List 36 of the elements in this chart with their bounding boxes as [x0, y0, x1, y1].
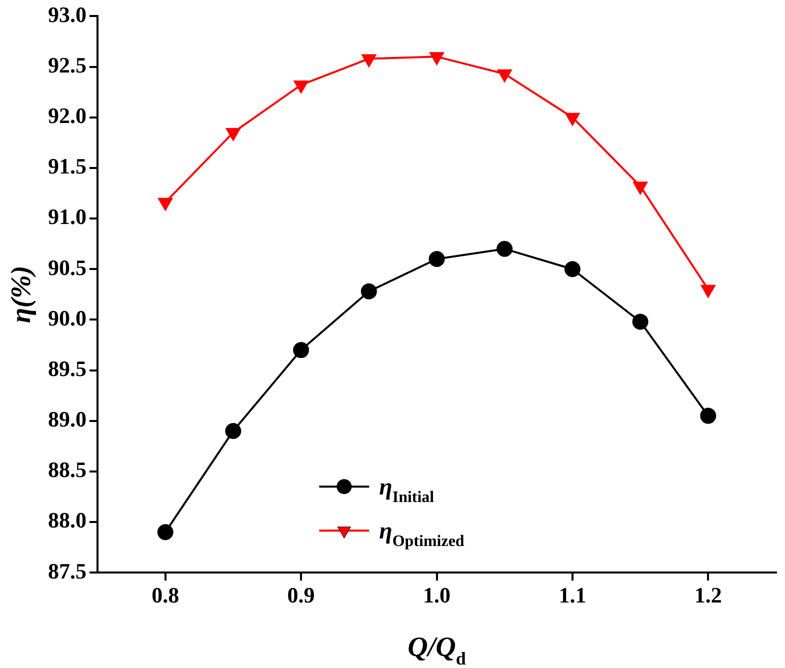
point [700, 408, 716, 424]
point [158, 198, 172, 210]
y-tick-label: 90.5 [48, 254, 86, 280]
point [701, 284, 716, 298]
x-tick-label: 1.2 [694, 582, 722, 608]
y-tick-label: 88.5 [48, 457, 86, 482]
y-tick-label: 91.5 [48, 154, 86, 179]
y-tick-label: 92.5 [48, 52, 86, 78]
point [496, 240, 513, 257]
point [225, 422, 242, 439]
y-tick-label: 92.0 [48, 103, 86, 128]
point [293, 342, 310, 358]
point [362, 54, 376, 67]
y-tick-label: 93.0 [48, 2, 86, 27]
y-tick-label: 91.0 [48, 204, 86, 230]
point [565, 112, 580, 126]
y-tick-label: 89.0 [48, 406, 86, 432]
x-tick-label: 0.8 [152, 582, 180, 608]
point [294, 80, 308, 93]
point [360, 283, 377, 300]
y-tick-label: 88.0 [48, 508, 86, 533]
point [498, 69, 512, 82]
point [632, 314, 648, 330]
x-tick-label: 1.0 [423, 582, 450, 608]
point [428, 250, 445, 267]
y-tick-label: 87.5 [48, 558, 86, 584]
point [157, 524, 174, 540]
point [430, 52, 444, 65]
point [226, 128, 240, 141]
point [564, 261, 580, 278]
x-tick-label: 1.1 [558, 582, 586, 608]
y-axis-title: η(%) [6, 266, 37, 324]
y-tick-label: 89.5 [48, 356, 86, 381]
y-tick-label: 90.0 [48, 305, 86, 330]
point [633, 182, 648, 194]
x-tick-label: 0.9 [287, 582, 315, 608]
